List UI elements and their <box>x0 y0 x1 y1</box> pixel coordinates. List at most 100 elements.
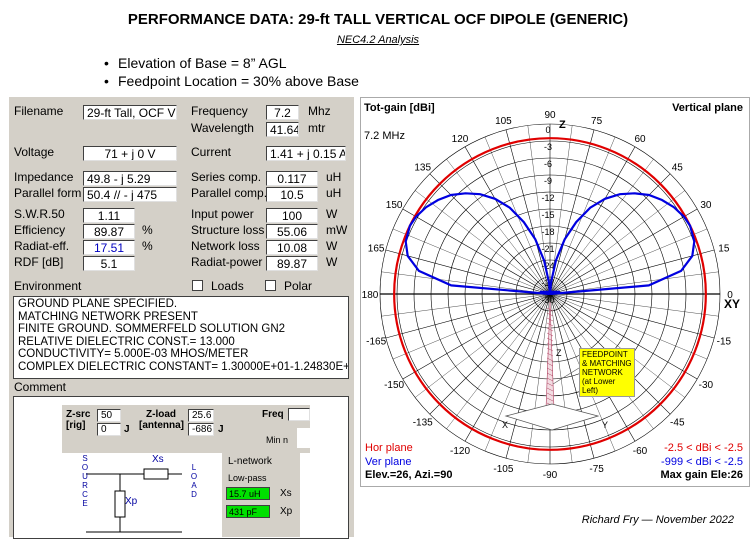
z-load-r-field[interactable]: 25.6 <box>188 409 214 422</box>
antenna-x-label: X <box>502 420 508 430</box>
radiat-power-label: Radiat-power <box>191 255 263 269</box>
parallel-form-field[interactable]: 50.4 // - j 475 <box>83 187 177 202</box>
wavelength-label: Wavelength <box>191 121 254 135</box>
filename-label: Filename <box>14 104 64 118</box>
feedpoint-annotation: FEEDPOINT & MATCHING NETWORK (at Lower L… <box>579 348 635 397</box>
angle-label: -150 <box>384 380 404 391</box>
radiat-eff-field[interactable]: 17.51 <box>83 240 135 255</box>
bullet-feedpoint: Feedpoint Location = 30% above Base <box>104 73 359 89</box>
radiat-eff-label: Radiat-eff. <box>14 239 70 253</box>
current-field[interactable]: 1.41 + j 0.15 A <box>266 146 346 161</box>
legend-hor-range: -2.5 < dBi < -2.5 <box>664 442 743 454</box>
radial-tick-label: 0 <box>545 125 550 135</box>
efficiency-field[interactable]: 89.87 <box>83 224 135 239</box>
angle-label: 75 <box>591 116 603 127</box>
grid-spoke <box>464 146 551 295</box>
antenna-hatch <box>546 342 554 347</box>
comment-label: Comment <box>14 380 67 394</box>
legend-ver: Ver plane <box>365 456 412 468</box>
grid-spoke <box>402 208 551 295</box>
env-line: RELATIVE DIELECTRIC CONST.= 13.000 <box>18 335 235 348</box>
angle-label: -75 <box>589 464 604 475</box>
swr-label: S.W.R.50 <box>14 207 65 221</box>
grid-spoke <box>527 293 551 463</box>
antenna-hatch <box>546 362 554 367</box>
comment-area[interactable]: Z-src [rig] 50 0 J Z-load [antenna] 25.6… <box>13 396 349 539</box>
antenna-hatch <box>546 322 554 327</box>
grid-spoke <box>549 173 671 295</box>
grid-spoke <box>549 190 685 295</box>
environment-label: Environment <box>14 279 82 293</box>
input-power-field[interactable]: 100 <box>266 208 318 223</box>
grid-spoke <box>385 293 551 339</box>
series-comp-label: Series comp. <box>191 170 262 184</box>
rdf-field[interactable]: 5.1 <box>83 256 135 271</box>
chart-frequency: 7.2 MHz <box>364 130 405 142</box>
radial-tick-label: -24 <box>541 261 554 271</box>
grid-spoke <box>415 293 551 398</box>
voltage-field[interactable]: 71 + j 0 V <box>83 146 177 161</box>
angle-label: 15 <box>718 243 730 254</box>
frequency-unit: Mhz <box>308 104 331 118</box>
filename-field[interactable]: 29-ft Tall, OCF V <box>83 105 177 120</box>
structure-loss-label: Structure loss <box>191 223 265 237</box>
angle-label: 45 <box>672 163 684 174</box>
grid-spoke <box>549 293 715 339</box>
xs-value-field[interactable]: 15.7 uH <box>226 487 270 500</box>
radial-tick-label: -18 <box>541 227 554 237</box>
network-loss-field[interactable]: 10.08 <box>266 240 318 255</box>
angle-label: -30 <box>699 380 714 391</box>
grid-spoke <box>549 146 636 295</box>
angle-label: -105 <box>493 464 513 475</box>
grid-spoke <box>429 293 551 415</box>
frequency-field[interactable]: 7.2 <box>266 105 299 120</box>
swr-field[interactable]: 1.11 <box>83 208 135 223</box>
angle-label: -135 <box>413 417 433 428</box>
grid-spoke <box>446 159 551 295</box>
grid-spoke <box>381 271 551 295</box>
grid-spoke <box>549 293 719 317</box>
radiat-power-field[interactable]: 89.87 <box>266 256 318 271</box>
z-src-j-field[interactable]: 0 <box>97 423 121 436</box>
freq-field[interactable] <box>288 408 310 421</box>
angle-label: -120 <box>450 446 470 457</box>
angle-label: 0 <box>727 290 733 301</box>
loads-checkbox[interactable] <box>192 280 203 291</box>
page-subtitle: NEC4.2 Analysis <box>336 34 420 46</box>
grid-spoke <box>549 159 654 295</box>
wavelength-field[interactable]: 41.64 <box>266 122 299 137</box>
network-inputs: Z-src [rig] 50 0 J Z-load [antenna] 25.6… <box>62 405 310 453</box>
chart-footer-right: Max gain Ele:26 <box>660 469 743 481</box>
impedance-field[interactable]: 49.8 - j 5.29 <box>83 171 177 186</box>
environment-textbox[interactable]: GROUND PLANE SPECIFIED. MATCHING NETWORK… <box>13 296 349 379</box>
grid-spoke <box>549 293 708 360</box>
polar-checkbox[interactable] <box>265 280 276 291</box>
z-load-j-field[interactable]: -686 <box>188 423 214 436</box>
polar-label: Polar <box>284 279 313 293</box>
radiat-power-unit: W <box>326 255 338 269</box>
parallel-form-label: Parallel form <box>14 186 82 200</box>
antenna-hatch <box>546 327 554 332</box>
grid-spoke <box>549 271 719 295</box>
network-loss-label: Network loss <box>191 239 260 253</box>
z-src-r-field[interactable]: 50 <box>97 409 121 422</box>
structure-loss-unit: mW <box>326 223 348 237</box>
series-comp-field[interactable]: 0.117 <box>266 171 318 186</box>
structure-loss-field[interactable]: 55.06 <box>266 224 318 239</box>
xp-row-label: Xp <box>280 506 293 517</box>
xp-value-field[interactable]: 431 pF <box>226 505 270 518</box>
xs-row-label: Xs <box>280 488 292 499</box>
parallel-comp-field[interactable]: 10.5 <box>266 187 318 202</box>
grid-spoke <box>549 129 595 295</box>
grid-spoke <box>505 129 551 295</box>
grid-spoke <box>385 249 551 295</box>
angle-label: 165 <box>368 243 385 254</box>
grid-spoke <box>549 208 698 295</box>
axis-xy-label: XY <box>724 297 740 311</box>
env-line: MATCHING NETWORK PRESENT <box>18 310 198 323</box>
grid-spoke <box>549 293 685 398</box>
antenna-z-label: Z <box>556 348 562 358</box>
grid-spoke <box>549 228 708 295</box>
xs-schematic-label: Xs <box>152 454 164 465</box>
page-title: PERFORMANCE DATA: 29-ft TALL VERTICAL OC… <box>127 11 629 28</box>
